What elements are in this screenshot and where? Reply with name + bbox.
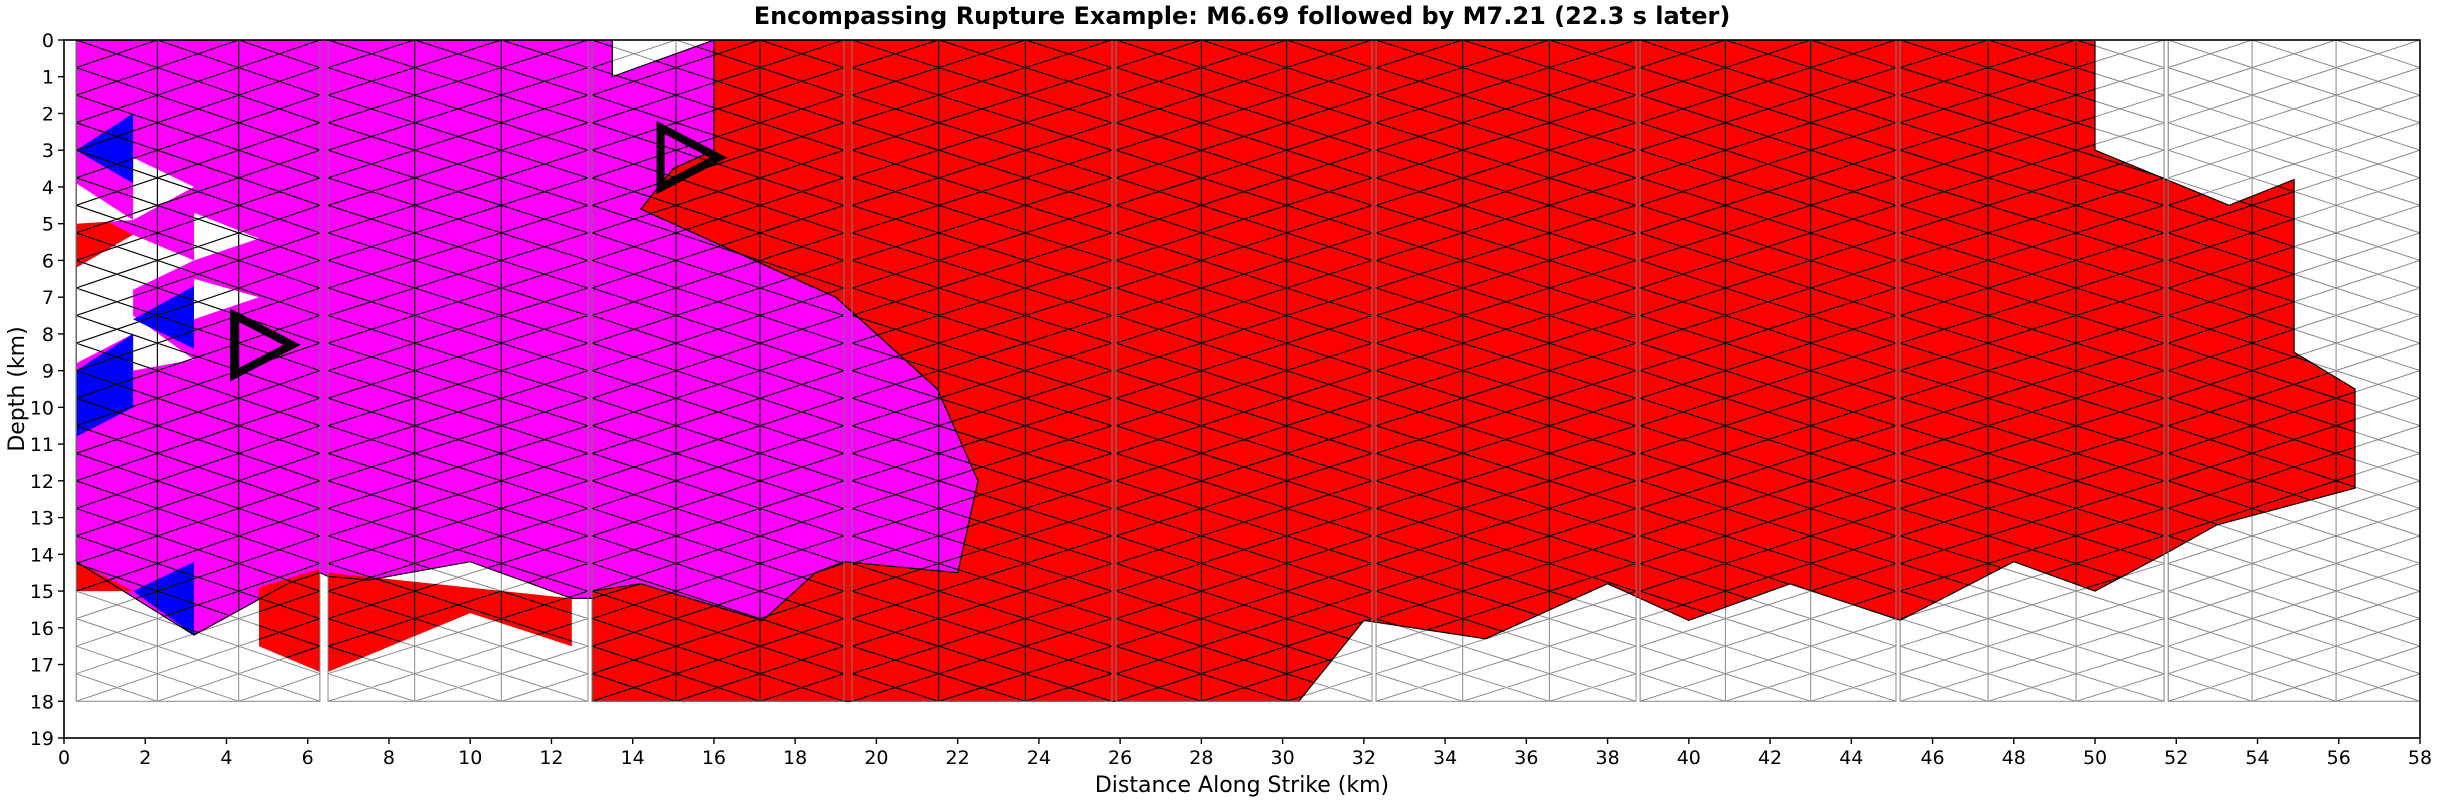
y-tick-label: 8 [42,324,54,346]
x-tick-label: 40 [1677,747,1701,769]
y-tick-label: 1 [42,67,54,89]
x-tick-label: 20 [864,747,888,769]
x-tick-label: 48 [2002,747,2026,769]
x-tick-label: 12 [539,747,563,769]
plot-area [75,40,2420,702]
x-tick-label: 38 [1595,747,1619,769]
x-tick-label: 4 [220,747,232,769]
first-event-hypocenter-marker [230,308,301,382]
y-tick-label: 15 [30,581,54,603]
y-tick-label: 17 [30,655,54,677]
x-tick-label: 8 [383,747,395,769]
section-border [591,40,845,702]
second-event-hypocenter-marker [656,121,728,195]
x-tick-label: 28 [1189,747,1213,769]
y-tick-label: 14 [30,544,54,566]
x-tick-label: 56 [2327,747,2351,769]
x-tick-label: 18 [783,747,807,769]
other-rupture-patch [133,561,194,636]
y-tick-label: 6 [42,250,54,272]
unruptured-patch [194,278,259,320]
y-tick-label: 13 [30,508,54,530]
unruptured-patch [133,315,194,371]
x-tick-label: 50 [2083,747,2107,769]
x-tick-label: 32 [1352,747,1376,769]
x-tick-label: 44 [1839,747,1863,769]
second-event-patch [259,569,320,672]
x-tick-label: 0 [58,747,70,769]
section-border [1115,40,1373,702]
section-border [1899,40,2165,702]
x-tick-label: 54 [2245,747,2269,769]
y-tick-label: 12 [30,471,54,493]
y-tick-label: 11 [30,434,54,456]
x-tick-label: 36 [1514,747,1538,769]
x-tick-label: 52 [2164,747,2188,769]
section-border [851,40,1113,702]
x-axis-label: Distance Along Strike (km) [1095,773,1389,798]
section-border [327,40,589,702]
y-tick-label: 18 [30,691,54,713]
x-tick-label: 24 [1027,747,1051,769]
y-tick-label: 7 [42,287,54,309]
y-tick-label: 0 [42,30,54,52]
x-tick-label: 58 [2408,747,2432,769]
x-tick-label: 14 [621,747,645,769]
y-tick-label: 4 [42,177,54,199]
y-tick-label: 19 [30,728,54,750]
second-event-rupture [592,40,2355,702]
second-event-patch [76,561,134,592]
x-tick-label: 30 [1271,747,1295,769]
hypocenters [230,121,728,382]
x-tick-label: 16 [702,747,726,769]
x-tick-label: 34 [1433,747,1457,769]
x-tick-label: 10 [458,747,482,769]
y-tick-label: 2 [42,103,54,125]
axes-frame [63,39,2421,739]
x-tick-label: 6 [302,747,314,769]
first-event-rupture [76,40,978,636]
section-border [1375,40,1637,702]
y-tick-label: 5 [42,214,54,236]
x-tick-label: 42 [1758,747,1782,769]
unruptured-patch [133,157,194,220]
y-tick-label: 16 [30,618,54,640]
unruptured-patch [76,183,134,224]
x-tick-label: 2 [139,747,151,769]
rupture-fill [76,40,2355,702]
y-axis-label: Depth (km) [5,326,30,451]
second-event-outline [591,40,2356,702]
second-event-patch [328,572,572,672]
chart-title: Encompassing Rupture Example: M6.69 foll… [754,2,1731,30]
x-axis: 0 2 4 6 8 10 12 14 16 18 20 22 24 26 28 30 32 34 36 38 40 42 4… [58,738,2432,769]
section-border [1639,40,1897,702]
other-rupture-patch [76,113,134,184]
y-tick-label: 3 [42,140,54,162]
x-tick-label: 22 [946,747,970,769]
section-borders [75,40,2420,702]
y-tick-label: 9 [42,361,54,383]
x-tick-label: 46 [1920,747,1944,769]
unruptured-patch [76,234,134,364]
section-border [75,40,321,702]
x-tick-label: 26 [1108,747,1132,769]
y-tick-label: 10 [30,397,54,419]
